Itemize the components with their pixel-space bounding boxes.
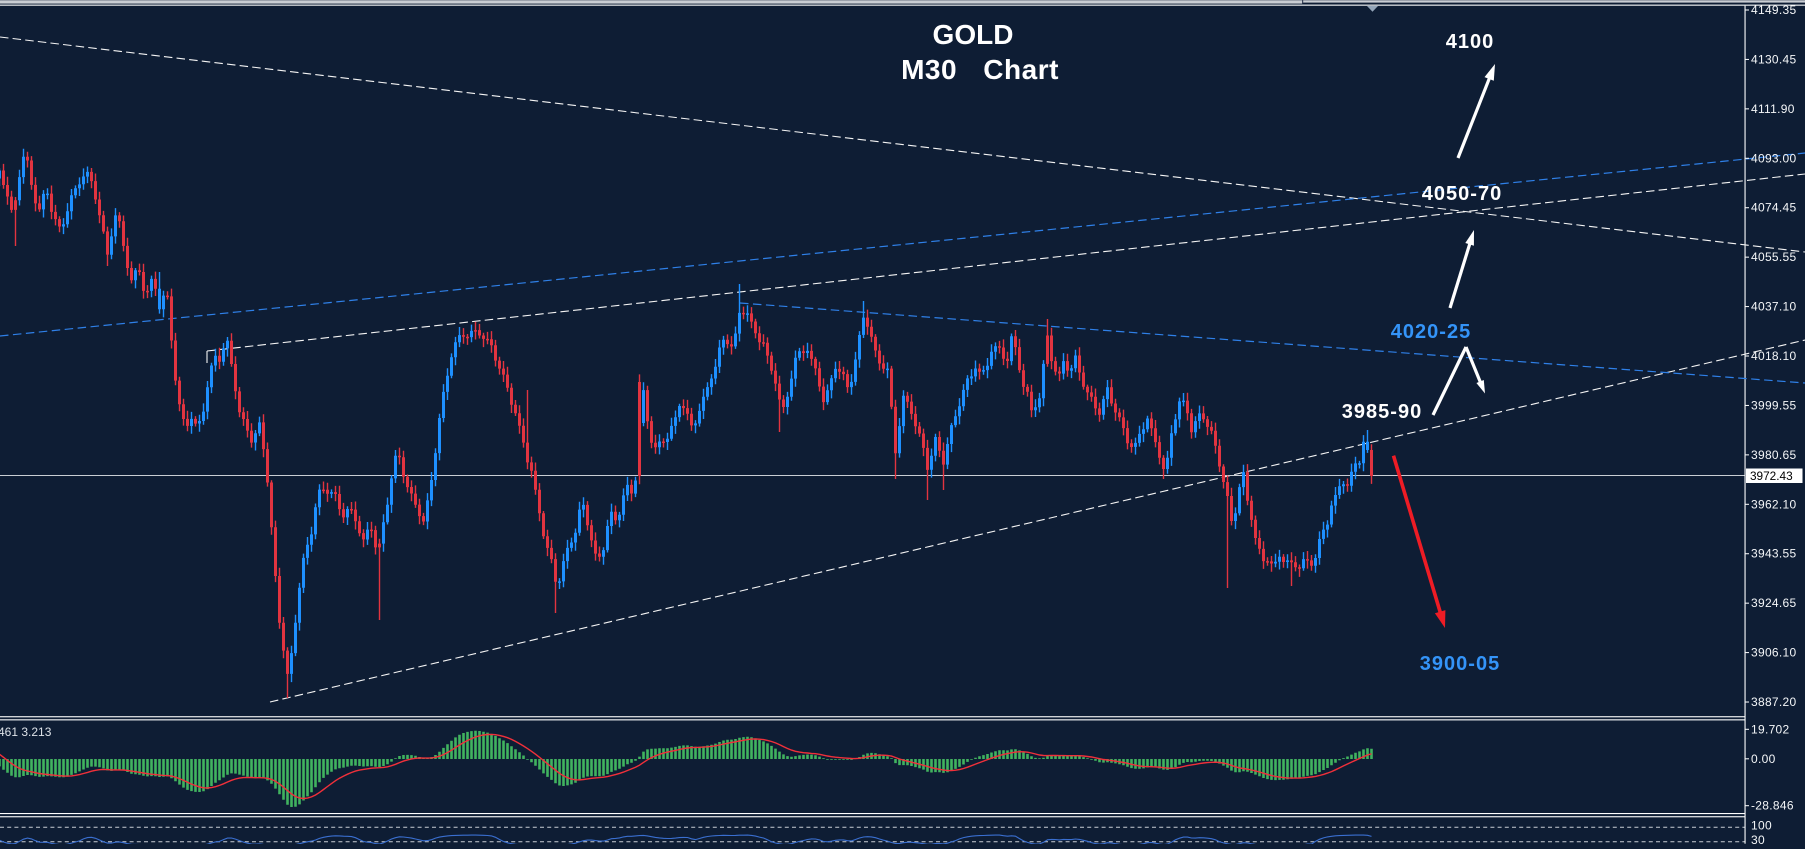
svg-text:4037.10: 4037.10 bbox=[1751, 300, 1797, 314]
svg-text:3985-90: 3985-90 bbox=[1342, 401, 1422, 423]
svg-text:461 3.213: 461 3.213 bbox=[0, 725, 52, 739]
svg-text:3999.55: 3999.55 bbox=[1751, 398, 1797, 412]
svg-text:3887.20: 3887.20 bbox=[1751, 695, 1797, 709]
svg-text:30: 30 bbox=[1751, 833, 1765, 844]
svg-text:4130.45: 4130.45 bbox=[1751, 52, 1797, 66]
svg-text:3962.10: 3962.10 bbox=[1751, 497, 1797, 511]
svg-text:4020-25: 4020-25 bbox=[1391, 321, 1471, 343]
svg-text:3924.65: 3924.65 bbox=[1751, 596, 1797, 610]
svg-text:4055.55: 4055.55 bbox=[1751, 250, 1797, 264]
svg-text:0.00: 0.00 bbox=[1751, 752, 1776, 766]
svg-text:GOLD: GOLD bbox=[933, 19, 1014, 50]
svg-text:3943.55: 3943.55 bbox=[1751, 547, 1797, 561]
svg-text:19.702: 19.702 bbox=[1751, 722, 1790, 736]
svg-text:4100: 4100 bbox=[1446, 31, 1495, 53]
svg-text:4093.00: 4093.00 bbox=[1751, 151, 1797, 165]
svg-text:4074.45: 4074.45 bbox=[1751, 201, 1797, 215]
svg-text:3980.65: 3980.65 bbox=[1751, 448, 1797, 462]
svg-text:4018.10: 4018.10 bbox=[1751, 349, 1797, 363]
svg-text:3900-05: 3900-05 bbox=[1420, 653, 1500, 675]
svg-text:100: 100 bbox=[1751, 819, 1772, 833]
svg-text:4149.35: 4149.35 bbox=[1751, 3, 1797, 17]
svg-text:-28.846: -28.846 bbox=[1751, 799, 1794, 813]
svg-text:M30 Chart: M30 Chart bbox=[901, 54, 1059, 85]
svg-text:4111.90: 4111.90 bbox=[1751, 102, 1795, 116]
svg-text:3906.10: 3906.10 bbox=[1751, 646, 1797, 660]
svg-text:4050-70: 4050-70 bbox=[1422, 183, 1502, 205]
svg-text:3972.43: 3972.43 bbox=[1750, 469, 1793, 483]
